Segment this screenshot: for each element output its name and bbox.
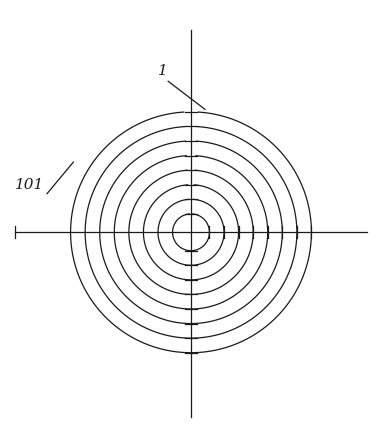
Text: 101: 101 [15, 178, 44, 192]
Text: 1: 1 [158, 64, 168, 78]
